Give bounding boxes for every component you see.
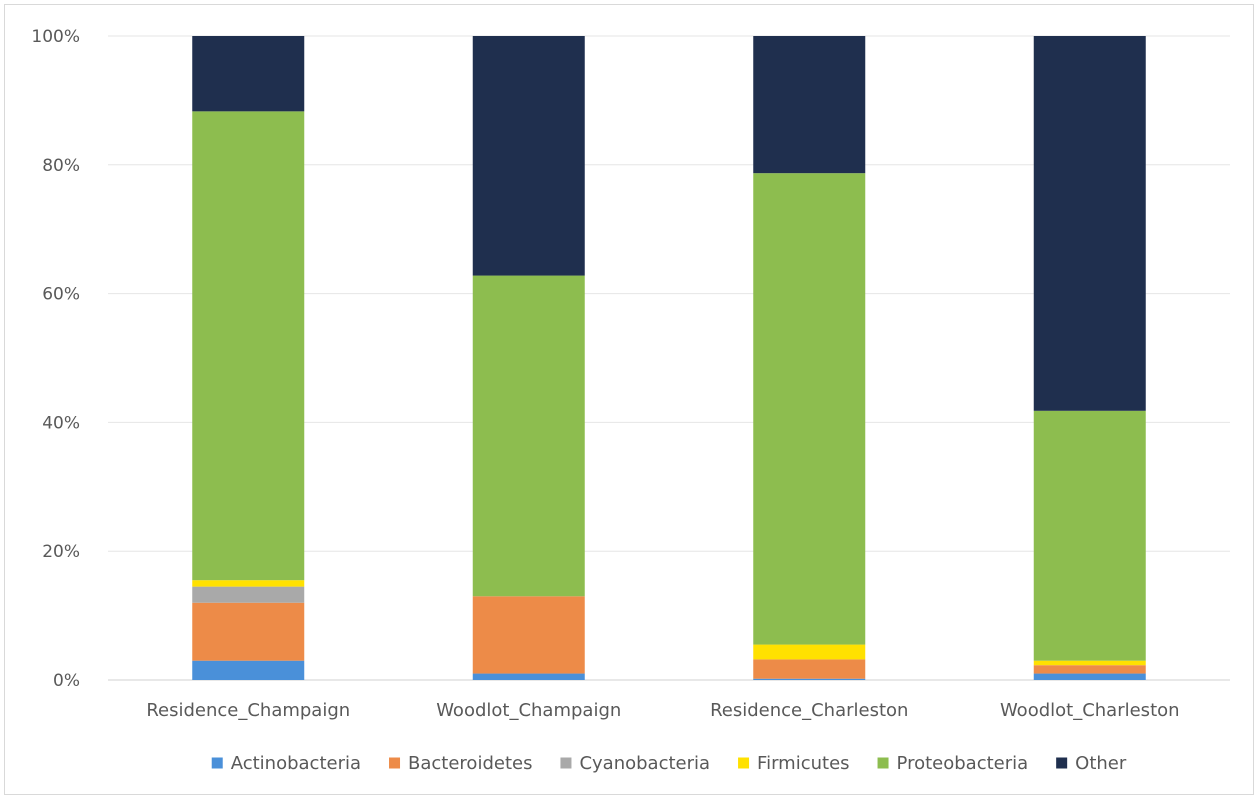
legend-item: Firmicutes: [738, 753, 849, 774]
y-tick-label: 20%: [42, 542, 80, 562]
bar-segment: [753, 173, 865, 644]
legend-label: Actinobacteria: [231, 753, 361, 774]
x-category-label: Woodlot_Charleston: [1000, 700, 1180, 721]
x-axis: Residence_Champaign Woodlot_Champaign Resi…: [146, 700, 1179, 721]
bar-segment: [753, 659, 865, 678]
bar-segment: [192, 603, 304, 661]
legend-swatch: [1056, 758, 1067, 769]
bar-segment: [1034, 661, 1146, 666]
y-tick-label: 80%: [42, 156, 80, 176]
legend-item: Proteobacteria: [878, 753, 1029, 774]
legend-swatch: [212, 758, 223, 769]
bar-segment: [753, 36, 865, 173]
legend-swatch: [389, 758, 400, 769]
bar-segment: [1034, 36, 1146, 411]
x-category-label: Residence_Charleston: [710, 700, 908, 721]
bar-segment: [1034, 411, 1146, 661]
legend-item: Cyanobacteria: [560, 753, 710, 774]
legend-item: Other: [1056, 753, 1127, 774]
legend-label: Firmicutes: [757, 753, 849, 774]
legend-swatch: [878, 758, 889, 769]
bar-segment: [753, 645, 865, 660]
legend-label: Proteobacteria: [897, 753, 1029, 774]
y-tick-label: 60%: [42, 285, 80, 305]
legend-label: Bacteroidetes: [408, 753, 532, 774]
bar-segment: [192, 587, 304, 603]
bar-segment: [1034, 665, 1146, 673]
legend: Actinobacteria Bacteroidetes Cyanobacteria…: [212, 753, 1127, 774]
bar-segment: [753, 679, 865, 680]
bar-segment: [473, 276, 585, 597]
y-tick-label: 0%: [53, 671, 80, 691]
bar-segment: [1034, 674, 1146, 680]
legend-swatch: [560, 758, 571, 769]
bars: [192, 36, 1146, 680]
bar-segment: [192, 580, 304, 586]
legend-label: Other: [1075, 753, 1127, 774]
bar-segment: [192, 36, 304, 111]
legend-item: Actinobacteria: [212, 753, 361, 774]
x-category-label: Residence_Champaign: [146, 700, 350, 721]
x-category-label: Woodlot_Champaign: [436, 700, 621, 721]
legend-label: Cyanobacteria: [579, 753, 710, 774]
bar-segment: [473, 36, 585, 276]
y-tick-label: 40%: [42, 413, 80, 433]
y-tick-label: 100%: [31, 27, 80, 47]
bar-segment: [192, 661, 304, 680]
bar-segment: [473, 596, 585, 673]
bar-segment: [473, 674, 585, 680]
y-axis: 0% 20% 40% 60% 80% 100%: [31, 27, 80, 691]
legend-swatch: [738, 758, 749, 769]
legend-item: Bacteroidetes: [389, 753, 532, 774]
bar-segment: [192, 111, 304, 580]
